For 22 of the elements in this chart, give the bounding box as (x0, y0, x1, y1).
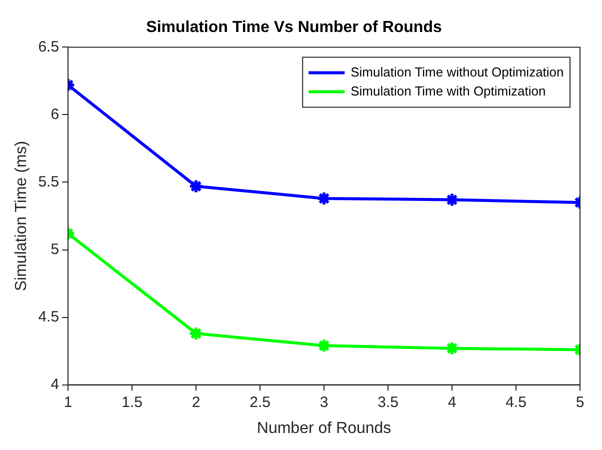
y-tick-label: 6.5 (38, 38, 60, 56)
y-tick-label: 4.5 (38, 308, 60, 326)
x-tick-label: 3 (320, 394, 328, 411)
y-tick-label: 4 (50, 376, 60, 393)
x-tick-label: 5 (576, 394, 584, 411)
chart-title: Simulation Time Vs Number of Rounds (146, 19, 442, 36)
legend-label: Simulation Time without Optimization (350, 64, 564, 80)
x-tick-label: 3.5 (378, 394, 398, 411)
y-axis-title: Simulation Time (ms) (13, 140, 30, 292)
x-tick-label: 1 (64, 394, 72, 411)
x-tick-label: 4.5 (506, 394, 526, 411)
x-axis-title: Number of Rounds (256, 420, 392, 437)
y-tick-label: 5 (50, 240, 60, 258)
y-tick-label: 5.5 (38, 173, 60, 190)
legend-label: Simulation Time with Optimization (350, 83, 546, 98)
x-tick-label: 2.5 (250, 394, 270, 411)
x-tick-label: 1.5 (122, 394, 142, 411)
point (316, 338, 332, 354)
y-tick-label: 6 (50, 106, 60, 123)
x-tick-label: 4 (448, 394, 456, 411)
point (316, 190, 332, 206)
x-tick-label: 2 (192, 394, 200, 411)
